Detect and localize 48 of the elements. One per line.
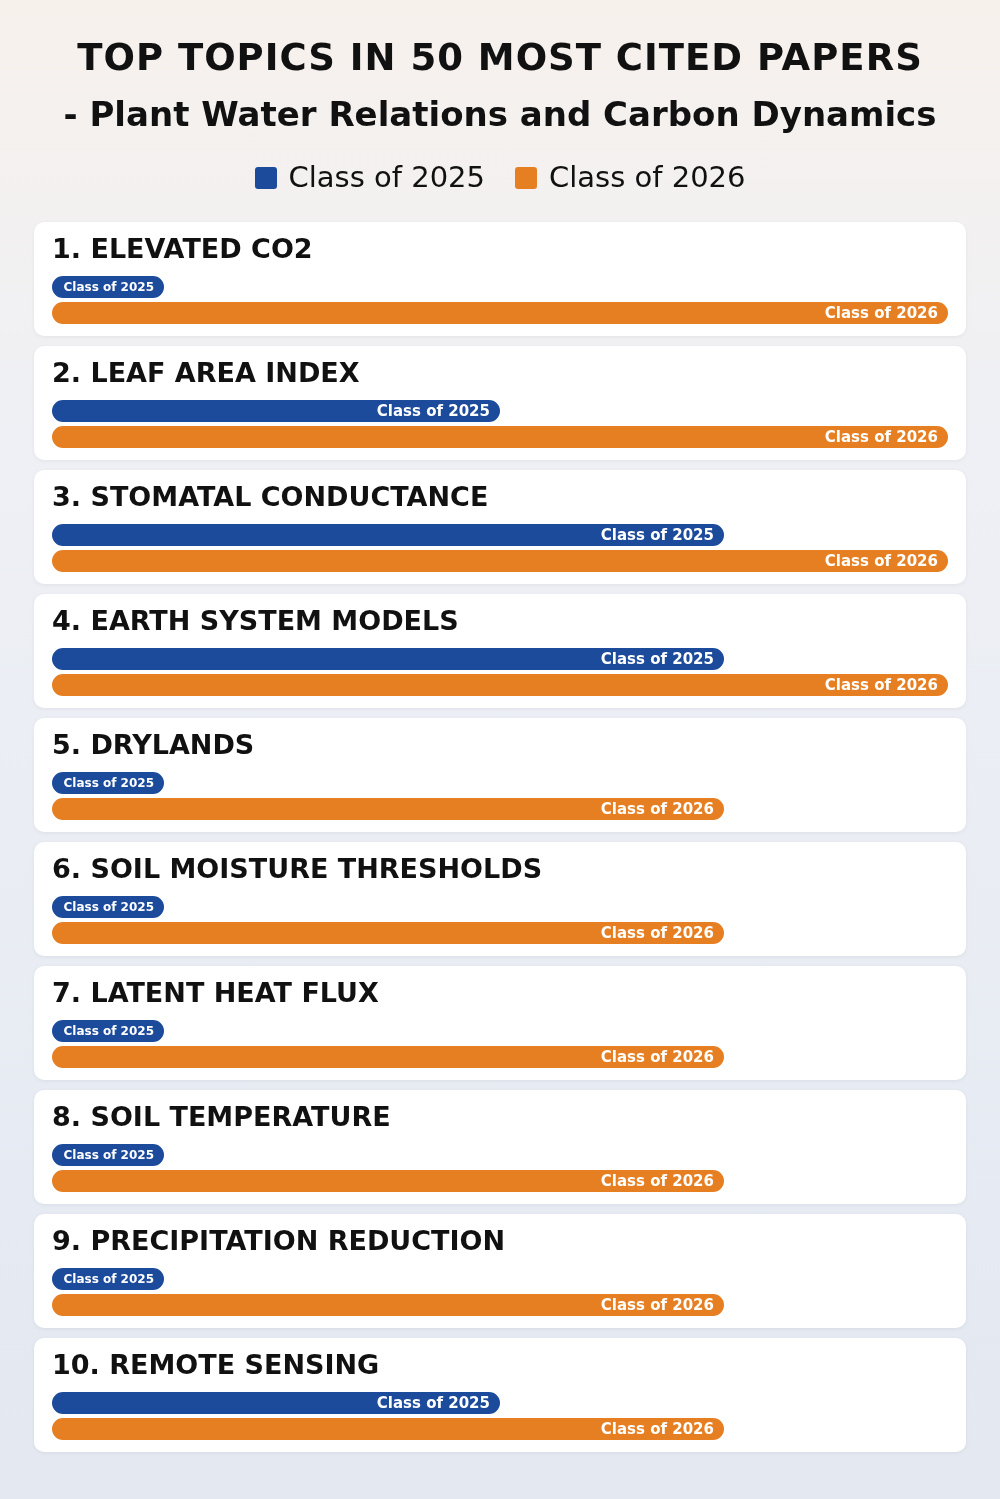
text: Class of 2026: [600, 1295, 714, 1314]
y-tick-label: 7. LATENT HEAT FLUX: [52, 977, 379, 1009]
y-tick-label: 8. SOIL TEMPERATURE: [52, 1101, 391, 1133]
chart-title: TOP TOPICS IN 50 MOST CITED PAPERS: [76, 36, 924, 79]
text: Class of 2026: [824, 427, 938, 446]
y-tick-label: 9. PRECIPITATION REDUCTION: [52, 1225, 506, 1257]
bar: [52, 302, 948, 324]
bar: [52, 798, 724, 820]
bar: [52, 524, 724, 546]
bar: [52, 1392, 500, 1414]
text: Class of 2026: [600, 1047, 714, 1066]
bar: [52, 1418, 724, 1440]
chart-subtitle: - Plant Water Relations and Carbon Dynamics: [62, 94, 938, 134]
text: Class of 2026: [600, 1419, 714, 1438]
bar: [52, 426, 948, 448]
bar: [52, 1046, 724, 1068]
legend-label: Class of 2026: [548, 160, 746, 194]
text: Class of 2025: [63, 280, 154, 295]
bar: [52, 648, 724, 670]
y-tick-label: 3. STOMATAL CONDUCTANCE: [52, 481, 489, 513]
text: Class of 2025: [63, 1272, 154, 1287]
text: Class of 2025: [63, 1148, 154, 1163]
text: Class of 2026: [824, 551, 938, 570]
y-tick-label: 10. REMOTE SENSING: [52, 1349, 380, 1381]
bar: [52, 400, 500, 422]
text: Class of 2025: [63, 776, 154, 791]
bar: [52, 922, 724, 944]
y-tick-label: 4. EARTH SYSTEM MODELS: [52, 605, 459, 637]
text: Class of 2025: [376, 401, 490, 420]
y-tick-label: 6. SOIL MOISTURE THRESHOLDS: [52, 853, 543, 885]
bar: [52, 674, 948, 696]
text: Class of 2025: [63, 900, 154, 915]
y-tick-label: 5. DRYLANDS: [52, 729, 255, 761]
bar: [52, 1294, 724, 1316]
bar: [52, 550, 948, 572]
bar: [52, 1170, 724, 1192]
legend-label: Class of 2025: [287, 160, 485, 194]
text: Class of 2026: [600, 1171, 714, 1190]
y-tick-label: 1. ELEVATED CO2: [52, 233, 313, 265]
text: Class of 2025: [600, 525, 714, 544]
text: Class of 2026: [600, 923, 714, 942]
text: Class of 2026: [824, 675, 938, 694]
text: Class of 2025: [63, 1024, 154, 1039]
text: Class of 2025: [376, 1393, 490, 1412]
text: Class of 2026: [600, 799, 714, 818]
y-tick-label: 2. LEAF AREA INDEX: [52, 357, 360, 389]
text: Class of 2025: [600, 649, 714, 668]
text: Class of 2026: [824, 303, 938, 322]
